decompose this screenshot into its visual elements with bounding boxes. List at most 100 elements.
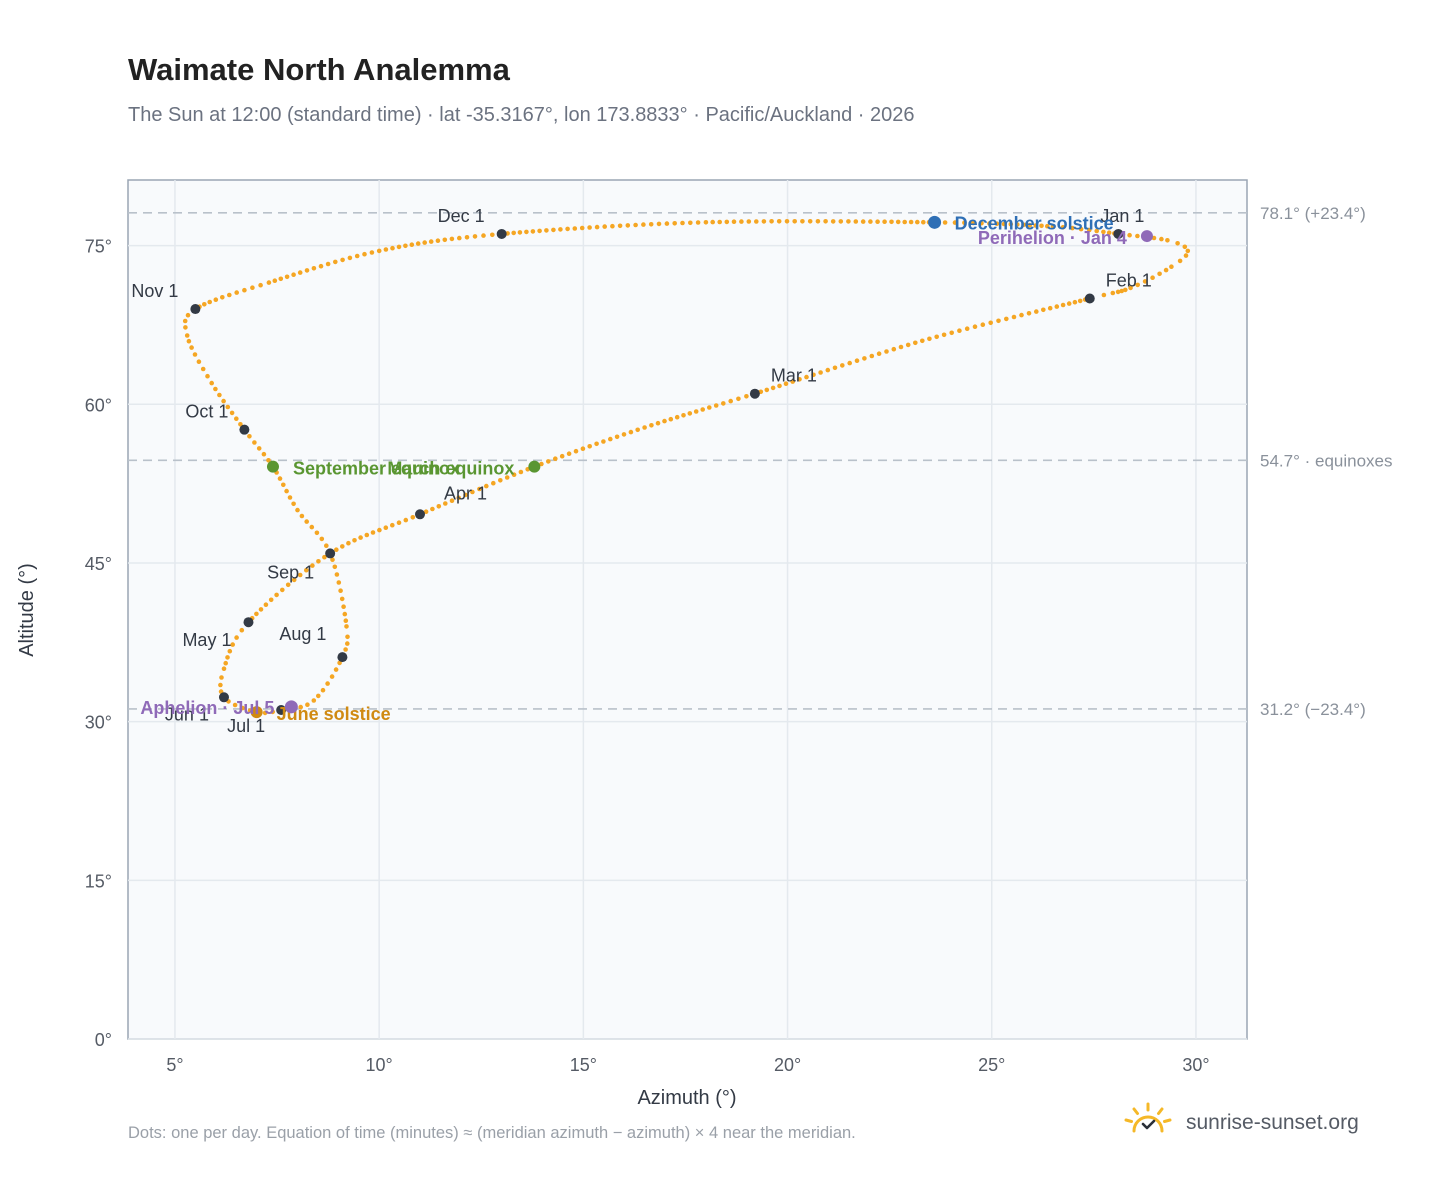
- daily-dot: [230, 642, 235, 647]
- daily-dot: [713, 403, 719, 408]
- daily-dot: [291, 501, 296, 507]
- daily-dot: [1034, 309, 1039, 314]
- x-tick-label: 15°: [570, 1055, 597, 1075]
- daily-dot: [310, 563, 315, 568]
- month-marker: [243, 617, 254, 628]
- daily-dot: [1050, 224, 1056, 229]
- brand[interactable]: sunrise-sunset.org: [1122, 1101, 1359, 1146]
- daily-dot: [641, 222, 646, 227]
- daily-dot: [295, 507, 300, 513]
- daily-dot: [287, 495, 293, 500]
- daily-dot: [354, 253, 360, 259]
- daily-dot: [672, 221, 677, 226]
- daily-dot: [470, 489, 475, 495]
- daily-dot: [648, 222, 654, 227]
- daily-dot: [319, 536, 325, 542]
- daily-dot: [876, 351, 882, 357]
- daily-dot: [869, 353, 875, 359]
- daily-dot: [980, 322, 986, 328]
- daily-dot: [784, 219, 790, 224]
- daily-dot: [183, 325, 188, 330]
- daily-dot: [1011, 314, 1017, 320]
- month-marker: [190, 304, 201, 315]
- daily-dot: [895, 219, 901, 225]
- daily-dot: [608, 436, 613, 442]
- daily-dot: [428, 239, 434, 244]
- daily-dot: [551, 227, 556, 233]
- month-label: Feb 1: [1106, 270, 1152, 290]
- daily-dot: [1072, 299, 1078, 305]
- daily-dot: [681, 413, 686, 418]
- daily-dot: [258, 607, 264, 612]
- daily-dot: [346, 540, 351, 546]
- x-tick-label: 10°: [366, 1055, 393, 1075]
- daily-dot: [436, 504, 442, 509]
- daily-dot: [291, 272, 296, 278]
- daily-dot: [913, 340, 918, 346]
- daily-dot: [504, 475, 510, 480]
- daily-dot: [342, 611, 348, 617]
- daily-dot: [325, 261, 331, 267]
- daily-dot: [403, 243, 408, 249]
- daily-dot: [345, 641, 350, 646]
- daily-dot: [558, 227, 563, 232]
- reference-lines: 78.1° (+23.4°) 54.7° · equinoxes 31.2° (−2…: [128, 204, 1393, 719]
- daily-dot: [721, 401, 726, 406]
- daily-dot: [358, 535, 363, 540]
- daily-dot: [345, 634, 350, 640]
- month-label: Apr 1: [444, 483, 487, 503]
- daily-dot: [633, 222, 638, 228]
- daily-dot: [680, 220, 685, 226]
- daily-dot: [1123, 287, 1128, 293]
- daily-dot: [655, 420, 661, 426]
- daily-dot: [807, 219, 813, 224]
- daily-dot: [1087, 227, 1092, 233]
- daily-dot: [635, 427, 640, 433]
- daily-dot: [225, 404, 231, 410]
- daily-dot: [815, 219, 821, 224]
- daily-dot: [1177, 258, 1183, 264]
- daily-dot: [628, 429, 634, 435]
- daily-dot: [710, 219, 715, 225]
- daily-dot: [1019, 312, 1024, 318]
- daily-dot: [846, 219, 851, 224]
- daily-dot: [1142, 279, 1148, 284]
- daily-dot: [240, 705, 245, 711]
- daily-dot: [746, 219, 752, 224]
- daily-dot: [825, 367, 831, 373]
- y-tick-label: 0°: [95, 1030, 112, 1050]
- daily-dot: [703, 220, 709, 225]
- month-marker: [749, 388, 760, 399]
- daily-dot: [250, 285, 255, 291]
- daily-dot: [410, 515, 416, 520]
- daily-dot: [1135, 282, 1140, 288]
- daily-dot: [1047, 305, 1053, 311]
- daily-dot: [1054, 304, 1060, 309]
- daily-dot: [223, 660, 228, 666]
- daily-dot: [580, 446, 586, 452]
- daily-dot: [390, 522, 395, 528]
- daily-dot: [530, 229, 536, 234]
- daily-dot: [1077, 298, 1083, 304]
- event-label: Perihelion · Jan 4: [978, 228, 1127, 248]
- daily-dot: [728, 398, 733, 404]
- month-label: Jul 1: [227, 716, 265, 736]
- daily-dot: [769, 219, 774, 224]
- daily-dot: [266, 458, 271, 463]
- daily-dot: [664, 221, 670, 226]
- daily-dot: [707, 405, 712, 410]
- daily-dot: [840, 363, 845, 368]
- daily-dot: [284, 274, 290, 280]
- reference-line-label: 54.7° · equinoxes: [1260, 451, 1393, 470]
- footnote: Dots: one per day. Equation of time (min…: [128, 1124, 856, 1142]
- daily-dot: [247, 434, 252, 439]
- month-label: Jan 1: [1100, 206, 1144, 226]
- daily-dot: [1175, 241, 1180, 246]
- daily-dot: [1094, 228, 1099, 234]
- daily-dot: [324, 543, 329, 548]
- daily-dot: [688, 220, 693, 226]
- daily-dot: [920, 338, 925, 344]
- sun-check-icon: [1122, 1101, 1174, 1146]
- daily-dot: [764, 387, 770, 393]
- y-tick-label: 30°: [85, 713, 112, 733]
